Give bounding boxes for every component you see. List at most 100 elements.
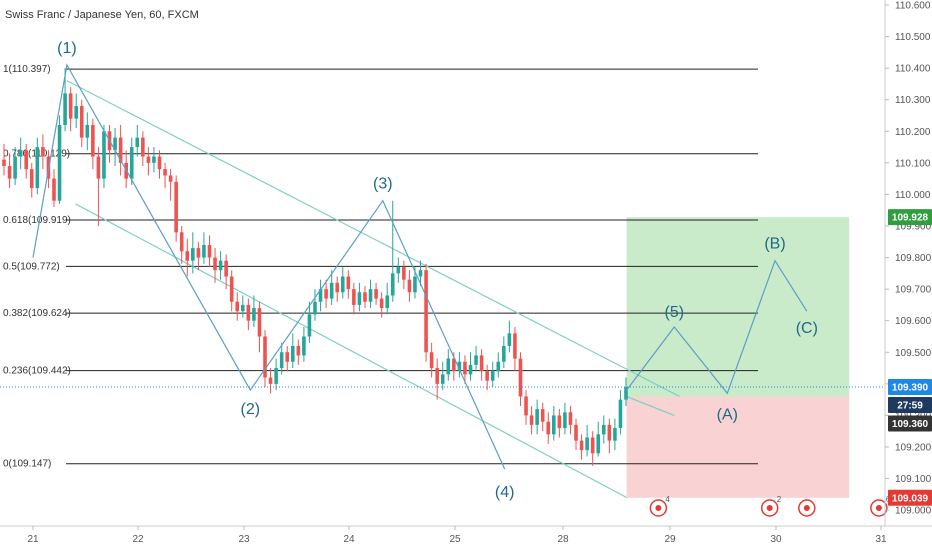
candle-body bbox=[485, 371, 489, 381]
price-tag-countdown: 27:59 bbox=[888, 396, 932, 413]
candle-body bbox=[590, 437, 595, 454]
candle-body bbox=[502, 345, 506, 362]
candle-body bbox=[41, 147, 45, 157]
candle bbox=[179, 225, 184, 264]
fib-level-label: 0.618(109.919) bbox=[3, 215, 71, 226]
candle bbox=[579, 434, 584, 460]
price-tick-label: 109.900 bbox=[895, 221, 932, 232]
candle-body bbox=[368, 289, 373, 302]
candle-body bbox=[513, 333, 517, 359]
time-tick-label: 31 bbox=[875, 534, 887, 545]
event-marker[interactable] bbox=[798, 499, 816, 517]
candle bbox=[68, 87, 73, 132]
time-tick-label: 28 bbox=[557, 534, 569, 545]
candle-body bbox=[468, 364, 473, 375]
candle bbox=[146, 147, 151, 176]
candle bbox=[502, 336, 506, 369]
price-tick-label: 110.300 bbox=[895, 95, 931, 106]
candle-body bbox=[157, 156, 162, 170]
candle-body bbox=[390, 273, 395, 296]
event-marker[interactable]: 6 bbox=[870, 495, 891, 517]
time-tick-label: 22 bbox=[132, 534, 144, 545]
fib-level-label: 0.382(109.624) bbox=[3, 308, 71, 319]
candle-body bbox=[324, 289, 328, 299]
event-marker[interactable]: 4 bbox=[649, 495, 670, 517]
candle-body bbox=[185, 251, 190, 261]
candle bbox=[141, 131, 145, 167]
candle-body bbox=[474, 355, 478, 365]
candle bbox=[307, 301, 312, 343]
price-tag-target: 109.928 bbox=[888, 209, 932, 226]
candle-body bbox=[218, 260, 223, 271]
candle-body bbox=[340, 276, 345, 293]
candle bbox=[52, 169, 56, 208]
candle-body bbox=[618, 399, 623, 429]
candle bbox=[429, 342, 434, 378]
event-icon-dot bbox=[803, 505, 810, 511]
candle-body bbox=[229, 276, 234, 302]
candle-body bbox=[457, 361, 462, 372]
candle-body bbox=[257, 308, 262, 337]
candle bbox=[407, 270, 412, 302]
event-marker[interactable]: 2 bbox=[760, 495, 782, 517]
candle-body bbox=[274, 368, 278, 384]
candle-body bbox=[268, 377, 273, 384]
candle bbox=[402, 260, 406, 290]
candle-body bbox=[241, 304, 245, 312]
fib-level-label: 0.5(109.772) bbox=[3, 261, 60, 272]
candle bbox=[224, 254, 228, 290]
time-tick-label: 24 bbox=[343, 534, 355, 545]
event-count: 4 bbox=[665, 495, 670, 504]
chart-title: Swiss Franc / Japanese Yen, 60, FXCM bbox=[5, 9, 199, 21]
price-tick-label: 109.500 bbox=[895, 348, 932, 359]
candle-body bbox=[568, 412, 573, 425]
candle bbox=[85, 112, 90, 151]
candle bbox=[7, 153, 12, 189]
candle-body bbox=[424, 270, 428, 353]
price-tag-stop: 109.039 bbox=[888, 489, 932, 506]
price-tick-label: 110.600 bbox=[895, 1, 931, 12]
candle-body bbox=[413, 276, 417, 293]
candle-body bbox=[463, 361, 467, 375]
candle bbox=[13, 147, 17, 185]
candle bbox=[457, 352, 462, 378]
candle-body bbox=[529, 415, 534, 425]
candle-body bbox=[91, 124, 95, 157]
candle-body bbox=[174, 181, 178, 233]
candle-body bbox=[518, 358, 523, 397]
candle bbox=[329, 270, 334, 305]
price-tick-label: 109.100 bbox=[895, 474, 932, 485]
price-tick-label: 109.200 bbox=[895, 442, 932, 453]
candle bbox=[368, 279, 373, 309]
candle-body bbox=[207, 244, 212, 258]
candle-body bbox=[135, 137, 140, 148]
candle-body bbox=[302, 336, 306, 356]
candle-body bbox=[85, 124, 90, 138]
candle-body bbox=[307, 314, 312, 337]
candle-body bbox=[335, 282, 340, 293]
candle bbox=[563, 402, 567, 435]
event-icon-dot bbox=[766, 505, 773, 511]
candle-body bbox=[52, 178, 56, 201]
candle bbox=[274, 358, 278, 391]
candle bbox=[191, 232, 195, 274]
wave-projection-path bbox=[626, 259, 808, 395]
profit-zone bbox=[626, 217, 850, 397]
candle bbox=[335, 276, 340, 302]
candle bbox=[340, 267, 345, 299]
fib-level-label: 0.236(109.442) bbox=[3, 366, 71, 377]
candle-body bbox=[29, 169, 34, 189]
candle-body bbox=[313, 301, 317, 315]
candle-body bbox=[57, 124, 62, 201]
candle bbox=[41, 134, 45, 170]
candle-body bbox=[318, 289, 323, 302]
candle bbox=[485, 364, 489, 391]
channel-layer bbox=[66, 80, 680, 499]
candle-body bbox=[96, 156, 101, 179]
wave-label: (C) bbox=[796, 320, 818, 337]
price-tag-text: 27:59 bbox=[897, 400, 923, 411]
candle-body bbox=[624, 386, 628, 400]
